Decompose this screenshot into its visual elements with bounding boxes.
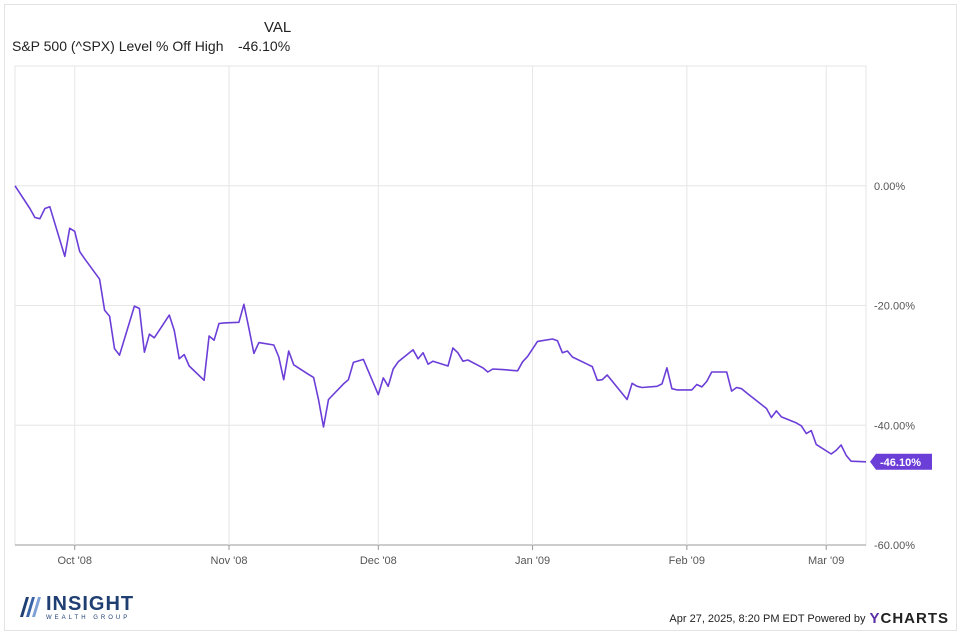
logo-subtitle: WEALTH GROUP	[46, 614, 131, 621]
logo-name: INSIGHT	[46, 592, 135, 615]
y-tick-label: -20.00%	[874, 301, 915, 313]
footer: Apr 27, 2025, 8:20 PM EDT Powered by YCH…	[669, 610, 949, 627]
y-tick-label: -60.00%	[874, 540, 915, 552]
ycharts-logo[interactable]: YCHARTS	[869, 610, 949, 627]
x-tick-label: Feb '09	[669, 555, 705, 567]
x-tick-label: Dec '08	[360, 555, 397, 567]
insight-logo: INSIGHT WEALTH GROUP	[18, 592, 134, 622]
insight-logo-icon	[20, 597, 41, 617]
footer-timestamp: Apr 27, 2025, 8:20 PM EDT Powered by	[669, 612, 866, 625]
legend-value-header: VAL	[264, 19, 292, 36]
chart-frame	[4, 4, 957, 631]
x-tick-label: Oct '08	[57, 555, 92, 567]
x-tick-label: Mar '09	[808, 555, 844, 567]
y-tick-label: 0.00%	[874, 181, 905, 193]
x-tick-label: Jan '09	[515, 555, 550, 567]
last-value-badge	[870, 453, 932, 470]
x-tick-label: Nov '08	[211, 555, 248, 567]
y-tick-label: -40.00%	[874, 420, 915, 432]
last-value-label: -46.10%	[880, 457, 921, 469]
legend-series-value: -46.10%	[238, 38, 291, 54]
legend-series-name[interactable]: S&P 500 (^SPX) Level % Off High	[12, 38, 224, 54]
line-chart: 0.00% -20.00% -40.00% -60.00% Oct '08 Nov '08…	[14, 65, 932, 567]
ycharts-logo-y: Y	[869, 610, 881, 627]
ycharts-logo-text: CHARTS	[880, 610, 949, 627]
series-line	[14, 185, 867, 463]
